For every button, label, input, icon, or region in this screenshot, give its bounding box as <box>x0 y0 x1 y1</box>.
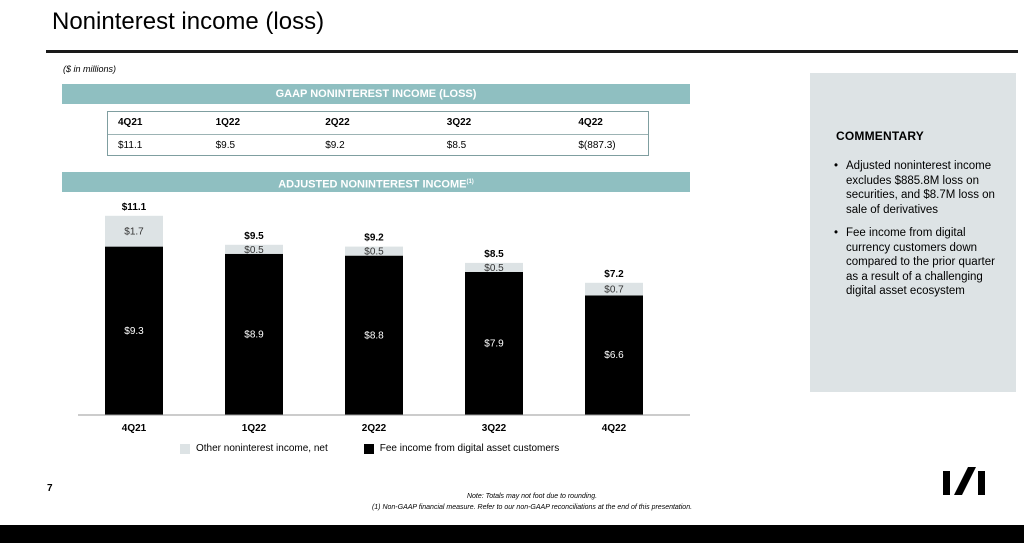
adjusted-band: ADJUSTED NONINTEREST INCOME(1) <box>62 172 690 192</box>
commentary-heading: COMMENTARY <box>836 129 924 143</box>
data-label-other: $0.5 <box>484 263 504 274</box>
data-label-other: $0.5 <box>364 247 384 258</box>
gaap-header-cell: 4Q21 <box>118 117 143 128</box>
gaap-band: GAAP NONINTEREST INCOME (LOSS) <box>62 84 690 104</box>
adjusted-band-label: ADJUSTED NONINTEREST INCOME <box>278 178 467 191</box>
legend-swatch-other <box>180 443 190 454</box>
gaap-header-row: 4Q21 1Q22 2Q22 3Q22 4Q22 <box>108 112 648 134</box>
commentary-bullet-text: Adjusted noninterest income excludes $88… <box>846 160 995 216</box>
gaap-header-cell: 1Q22 <box>215 117 241 128</box>
data-label-fee: $8.8 <box>364 330 384 341</box>
data-label-total: $9.5 <box>244 231 264 242</box>
page-number: 7 <box>47 483 53 494</box>
gaap-value-cell: $11.1 <box>118 139 143 151</box>
bullet-icon: • <box>834 227 839 239</box>
legend-item-other: Other noninterest income, net <box>180 443 328 454</box>
gaap-header-cell: 4Q22 <box>578 117 603 128</box>
legend-swatch-fee <box>363 443 374 454</box>
bar-fee-income <box>105 246 163 415</box>
footer-bar <box>0 525 1024 543</box>
bullet-icon: • <box>834 160 839 172</box>
x-tick-label: 4Q22 <box>602 423 627 434</box>
bar-fee-income <box>465 271 523 415</box>
title-divider <box>46 50 1018 53</box>
gaap-value-row: $11.1 $9.5 $9.2 $8.5 $(887.3) <box>108 133 648 156</box>
x-tick-label: 1Q22 <box>242 423 267 434</box>
chart-legend: Other noninterest income, net Fee income… <box>180 443 595 454</box>
bar-other-income <box>105 215 163 247</box>
bar-fee-income <box>345 255 403 415</box>
legend-label-fee: Fee income from digital asset customers <box>379 443 560 454</box>
data-label-other: $1.7 <box>124 227 144 238</box>
commentary-list: • Adjusted noninterest income excludes $8… <box>834 159 1010 308</box>
data-label-fee: $9.3 <box>124 326 144 337</box>
gaap-header-cell: 3Q22 <box>446 117 472 128</box>
gaap-table: 4Q21 1Q22 2Q22 3Q22 4Q22 $11.1 $9.5 $9.2… <box>107 111 649 156</box>
data-label-other: $0.5 <box>244 245 264 256</box>
bar-fee-income <box>585 295 643 415</box>
rounding-note: Note: Totals may not foot due to roundin… <box>466 493 598 500</box>
commentary-panel: COMMENTARY • Adjusted noninterest income … <box>810 73 1016 392</box>
adjusted-band-footnote-mark: (1) <box>466 179 474 185</box>
gaap-value-cell: $(887.3) <box>578 139 616 151</box>
x-tick-label: 2Q22 <box>362 423 387 434</box>
data-label-fee: $7.9 <box>484 338 504 349</box>
company-logo-icon <box>943 467 985 495</box>
bar-other-income <box>345 246 403 256</box>
gaap-value-cell: $8.5 <box>446 139 467 151</box>
legend-item-fee: Fee income from digital asset customers <box>363 443 560 454</box>
data-label-fee: $6.6 <box>604 350 624 361</box>
bar-other-income <box>585 282 643 296</box>
commentary-bullet: • Fee income from digital currency custom… <box>834 226 1010 299</box>
x-tick-label: 4Q21 <box>122 423 147 434</box>
x-tick-label: 3Q22 <box>482 423 507 434</box>
data-label-total: $11.1 <box>122 202 147 213</box>
commentary-bullet-text: Fee income from digital currency custome… <box>846 227 995 297</box>
data-label-total: $8.5 <box>484 249 504 260</box>
bar-fee-income <box>225 253 283 415</box>
legend-label-other: Other noninterest income, net <box>196 443 328 454</box>
data-label-other: $0.7 <box>604 285 624 296</box>
gaap-value-cell: $9.2 <box>325 139 345 151</box>
data-label-total: $9.2 <box>364 233 384 244</box>
bar-other-income <box>225 244 283 254</box>
data-label-total: $7.2 <box>604 269 624 280</box>
gaap-header-cell: 2Q22 <box>325 117 350 128</box>
commentary-bullet: • Adjusted noninterest income excludes $8… <box>834 159 1010 217</box>
data-label-fee: $8.9 <box>244 329 264 340</box>
page-title: Noninterest income (loss) <box>52 8 325 35</box>
gaap-value-cell: $9.5 <box>215 139 236 151</box>
bar-other-income <box>465 262 523 272</box>
footnote: (1) Non-GAAP financial measure. Refer to… <box>371 504 693 511</box>
units-note: ($ in millions) <box>63 64 117 74</box>
